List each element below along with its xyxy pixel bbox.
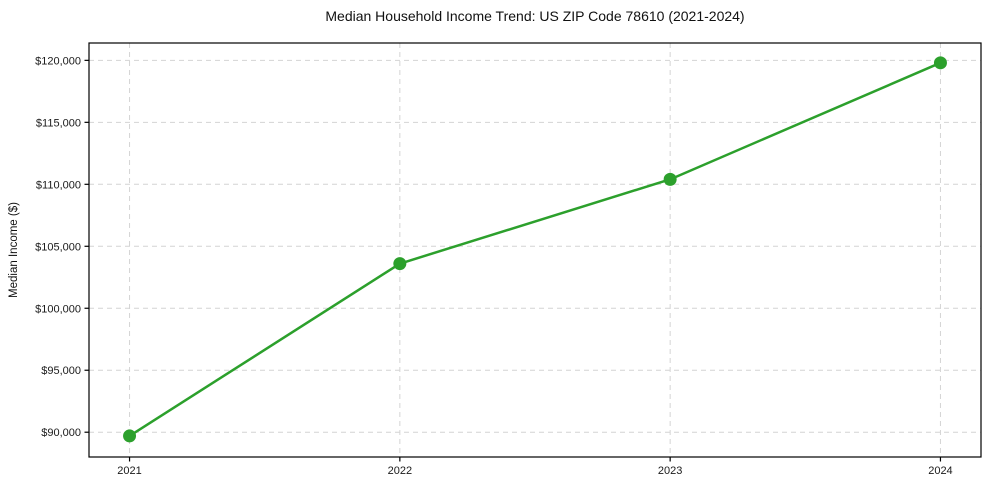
x-tick-label: 2022 [388,465,412,477]
data-point-2023 [663,172,677,186]
x-tick-label: 2024 [928,465,952,477]
y-tick-label: $95,000 [41,365,81,377]
x-tick-label: 2021 [117,465,141,477]
y-tick-label: $120,000 [35,55,81,67]
chart-title: Median Household Income Trend: US ZIP Co… [325,8,744,24]
data-point-2022 [393,257,407,271]
trend-line [128,61,942,438]
y-tick-label: $90,000 [41,427,81,439]
axes-layer: $90,000 $95,000 $100,000 $105,000 $110,000 $1… [35,42,982,477]
y-tick-label: $110,000 [36,179,81,191]
plot-border [88,42,982,458]
series-layer [123,56,947,443]
x-tick-label: 2023 [658,465,682,477]
y-axis-label: Median Income ($) [8,202,20,298]
grid-layer [89,43,981,457]
y-tick-label: $115,000 [36,117,81,129]
data-point-2024 [933,56,947,70]
data-point-2021 [123,429,137,443]
y-tick-label: $100,000 [35,303,81,315]
y-tick-label: $105,000 [35,241,81,253]
